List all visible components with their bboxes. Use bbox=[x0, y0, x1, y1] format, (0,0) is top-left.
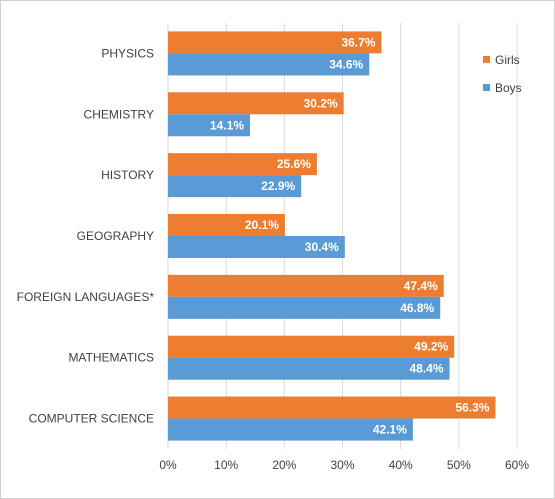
data-label-boys-geography: 30.4% bbox=[305, 240, 339, 254]
data-label-girls-physics: 36.7% bbox=[341, 35, 375, 49]
bar-girls-computer-science bbox=[168, 396, 496, 419]
category-label-chemistry: CHEMISTRY bbox=[84, 107, 154, 121]
data-label-boys-chemistry: 14.1% bbox=[210, 118, 244, 132]
tick-label-0: 0% bbox=[159, 458, 177, 472]
bar-boys-physics bbox=[168, 53, 370, 76]
tick-label-40: 40% bbox=[389, 458, 413, 472]
bar-girls-history bbox=[168, 153, 317, 176]
category-label-geography: GEOGRAPHY bbox=[77, 229, 154, 243]
data-label-girls-chemistry: 30.2% bbox=[304, 96, 338, 110]
bar-girls-chemistry bbox=[168, 92, 344, 115]
tick-label-10: 10% bbox=[214, 458, 238, 472]
category-label-computer-science: COMPUTER SCIENCE bbox=[29, 412, 154, 426]
category-labels: PHYSICS CHEMISTRY HISTORY GEOGRAPHY FOREIGN … bbox=[17, 46, 155, 425]
bars bbox=[168, 31, 496, 441]
data-label-boys-computer-science: 42.1% bbox=[373, 423, 407, 437]
data-label-boys-foreign-languages: 46.8% bbox=[400, 301, 434, 315]
data-label-girls-computer-science: 56.3% bbox=[455, 401, 489, 415]
bar-girls-mathematics bbox=[168, 335, 455, 358]
category-label-foreign-languages: FOREIGN LANGUAGES* bbox=[17, 290, 155, 304]
data-label-boys-physics: 34.6% bbox=[329, 57, 363, 71]
data-label-girls-geography: 20.1% bbox=[245, 218, 279, 232]
tick-label-30: 30% bbox=[330, 458, 354, 472]
tick-labels: 0% 10% 20% 30% 40% 50% 60% bbox=[159, 458, 529, 472]
data-label-girls-foreign-languages: 47.4% bbox=[404, 279, 438, 293]
data-label-girls-mathematics: 49.2% bbox=[414, 340, 448, 354]
tick-label-50: 50% bbox=[447, 458, 471, 472]
tick-label-20: 20% bbox=[272, 458, 296, 472]
bar-girls-physics bbox=[168, 31, 382, 54]
category-label-history: HISTORY bbox=[101, 168, 154, 182]
data-label-boys-mathematics: 48.4% bbox=[409, 362, 443, 376]
legend-label-boys: Boys bbox=[495, 81, 522, 95]
bar-girls-geography bbox=[168, 214, 285, 236]
legend-label-girls: Girls bbox=[495, 53, 520, 67]
bar-boys-mathematics bbox=[168, 357, 450, 380]
legend-swatch-girls bbox=[483, 56, 490, 63]
tick-label-60: 60% bbox=[505, 458, 529, 472]
data-labels: 36.7% 34.6% 30.2% 14.1% 25.6% 22.9% 20.1% 30.4%… bbox=[210, 35, 490, 436]
data-label-girls-history: 25.6% bbox=[277, 157, 311, 171]
bar-boys-foreign-languages bbox=[168, 296, 441, 319]
bar-boys-chemistry bbox=[168, 114, 251, 137]
category-label-mathematics: MATHEMATICS bbox=[68, 351, 154, 365]
legend-swatch-boys bbox=[483, 84, 490, 91]
data-label-boys-history: 22.9% bbox=[261, 179, 295, 193]
bar-girls-foreign-languages bbox=[168, 274, 444, 297]
watermark: www.ielts-exam.net bbox=[3, 483, 115, 497]
legend: Girls Boys bbox=[483, 53, 522, 95]
category-label-physics: PHYSICS bbox=[101, 46, 154, 60]
bar-boys-history bbox=[168, 175, 302, 198]
bar-boys-geography bbox=[168, 236, 345, 258]
bar-boys-computer-science bbox=[168, 418, 413, 441]
